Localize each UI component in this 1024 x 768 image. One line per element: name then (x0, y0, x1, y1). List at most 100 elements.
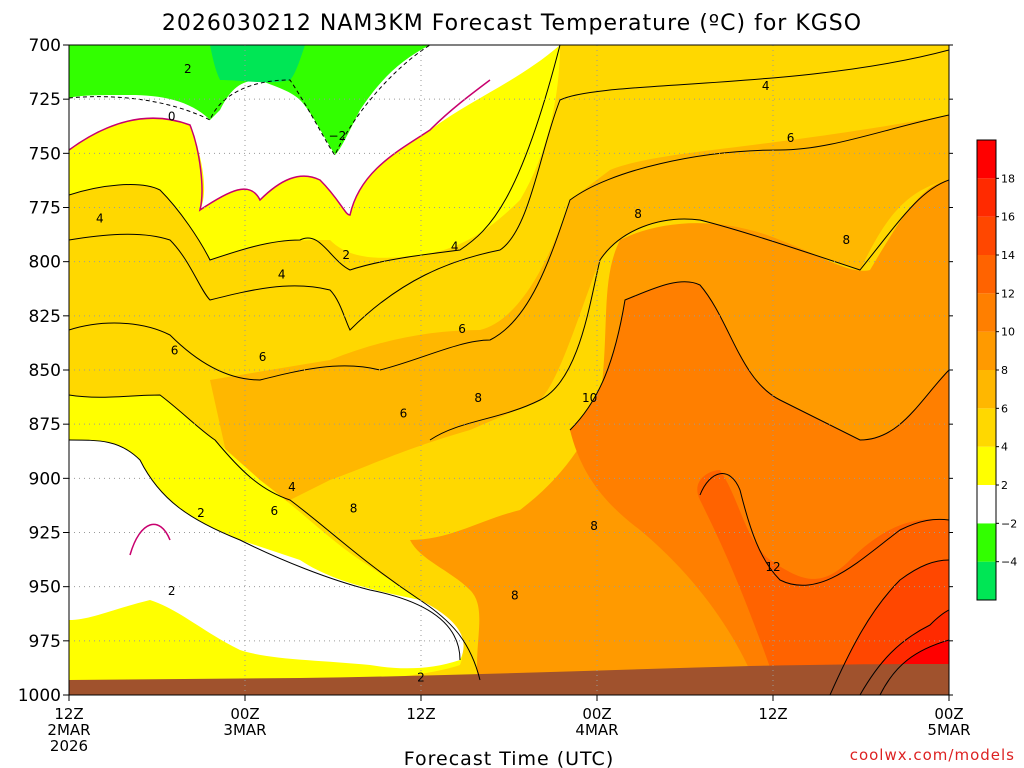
x-tick-label: 00Z (582, 705, 611, 723)
y-axis: 700 725 750 775 800 825 850 875 900 925 950 975 1000 (18, 36, 953, 706)
contour-line-12 (699, 473, 949, 586)
fill-minus4-minus2 (210, 45, 305, 83)
contour-label: 8 (350, 502, 358, 516)
contour-line-0 (69, 79, 491, 216)
contour-line-10 (569, 281, 949, 441)
contour-line-8 (429, 179, 949, 441)
fill-minus2-0 (69, 45, 430, 155)
x-tick-label: 5MAR (927, 721, 970, 739)
contour-label: 4 (278, 268, 286, 282)
contour-line-6 (69, 114, 949, 381)
colorbar-label: 10 (1001, 326, 1015, 339)
contour-label: 0 (168, 110, 176, 124)
x-tick-label: 12Z (54, 705, 83, 723)
contour-label: 10 (582, 391, 597, 405)
contour-label: 4 (288, 480, 296, 494)
colorbar-label: 2 (1001, 479, 1008, 492)
contour-line-2-upper (69, 45, 561, 271)
colorbar-swatch (977, 216, 996, 255)
contour-label: 2 (184, 62, 192, 76)
y-tick-label: 1000 (18, 686, 61, 706)
contour-lines (69, 45, 949, 695)
contour-label: 4 (451, 240, 459, 254)
colorbar-swatch (977, 255, 996, 294)
colorbar: 18 16 14 12 10 8 6 4 2 −2 −4 (976, 139, 1017, 601)
contour-label: 6 (271, 504, 279, 518)
colorbar-swatch (977, 178, 996, 217)
colorbar-label: 4 (1001, 441, 1008, 454)
colorbar-label: −4 (1001, 556, 1017, 569)
contour-line-minus2 (69, 45, 431, 156)
contour-label: 8 (843, 233, 851, 247)
colorbar-swatch (977, 408, 996, 447)
x-tick-label: 00Z (230, 705, 259, 723)
contour-label: 4 (762, 79, 770, 93)
x-tick-label: 2026 (50, 737, 88, 755)
contour-label: 6 (400, 406, 408, 420)
contour-line-4-upper (69, 49, 949, 331)
contour-line-4-lower (69, 394, 481, 681)
x-axis-title: Forecast Time (UTC) (404, 748, 614, 768)
y-tick-label: 925 (29, 524, 61, 544)
x-tick-label: 2MAR (47, 721, 90, 739)
fill-6-8 (210, 115, 949, 520)
colorbar-label: 16 (1001, 211, 1015, 224)
colorbar-swatch (977, 561, 996, 600)
contour-label: 4 (96, 211, 104, 225)
colorbar-swatch (977, 485, 996, 524)
contour-line-0-lower (129, 523, 171, 556)
fill-4-6-upper (420, 45, 949, 345)
colorbar-label: −2 (1001, 517, 1017, 530)
contour-line-2-lower (69, 439, 461, 661)
chart-title: 2026030212 NAM3KM Forecast Temperature (… (162, 11, 862, 36)
y-tick-label: 825 (29, 307, 61, 327)
credit-text: coolwx.com/models (850, 746, 1015, 764)
x-tick-label: 12Z (406, 705, 435, 723)
y-tick-label: 900 (29, 469, 61, 489)
y-tick-label: 800 (29, 253, 61, 273)
y-tick-label: 775 (29, 199, 61, 219)
contour-label: 6 (171, 344, 179, 358)
colorbar-label: 8 (1001, 364, 1008, 377)
x-tick-label: 12Z (758, 705, 787, 723)
colorbar-label: 14 (1001, 249, 1015, 262)
contour-label: 6 (259, 350, 267, 364)
contour-label: 6 (458, 322, 466, 336)
contour-line-16 (859, 609, 949, 695)
contour-label: 8 (590, 519, 598, 533)
x-tick-label: 3MAR (223, 721, 266, 739)
x-tick-label: 4MAR (575, 721, 618, 739)
colorbar-swatch (977, 293, 996, 332)
contour-line-18 (879, 639, 949, 695)
y-tick-label: 875 (29, 415, 61, 435)
y-tick-label: 750 (29, 144, 61, 164)
colorbar-swatch (977, 140, 996, 179)
y-tick-label: 850 (29, 361, 61, 381)
y-tick-label: 950 (29, 578, 61, 598)
contour-line-14 (829, 559, 949, 695)
contour-label: 2 (168, 584, 176, 598)
x-tick-label: 00Z (934, 705, 963, 723)
contour-label: 8 (511, 588, 519, 602)
contour-label: 2 (197, 506, 205, 520)
contour-label: 2 (342, 248, 350, 262)
colorbar-swatch (977, 331, 996, 370)
grid-lines (69, 45, 949, 695)
y-tick-label: 725 (29, 90, 61, 110)
contour-label: 12 (765, 560, 780, 574)
contour-label: 2 (417, 671, 425, 685)
colorbar-label: 12 (1001, 287, 1015, 300)
colorbar-label: 6 (1001, 402, 1008, 415)
colorbar-label: 18 (1001, 172, 1015, 185)
colorbar-swatch (977, 446, 996, 485)
colorbar-swatch (977, 370, 996, 409)
contour-label: 6 (787, 131, 795, 145)
contour-label: −2 (329, 129, 347, 143)
y-tick-label: 975 (29, 632, 61, 652)
fill-0-2-lower (69, 440, 464, 669)
contour-label: 8 (474, 391, 482, 405)
colorbar-swatch (977, 523, 996, 562)
